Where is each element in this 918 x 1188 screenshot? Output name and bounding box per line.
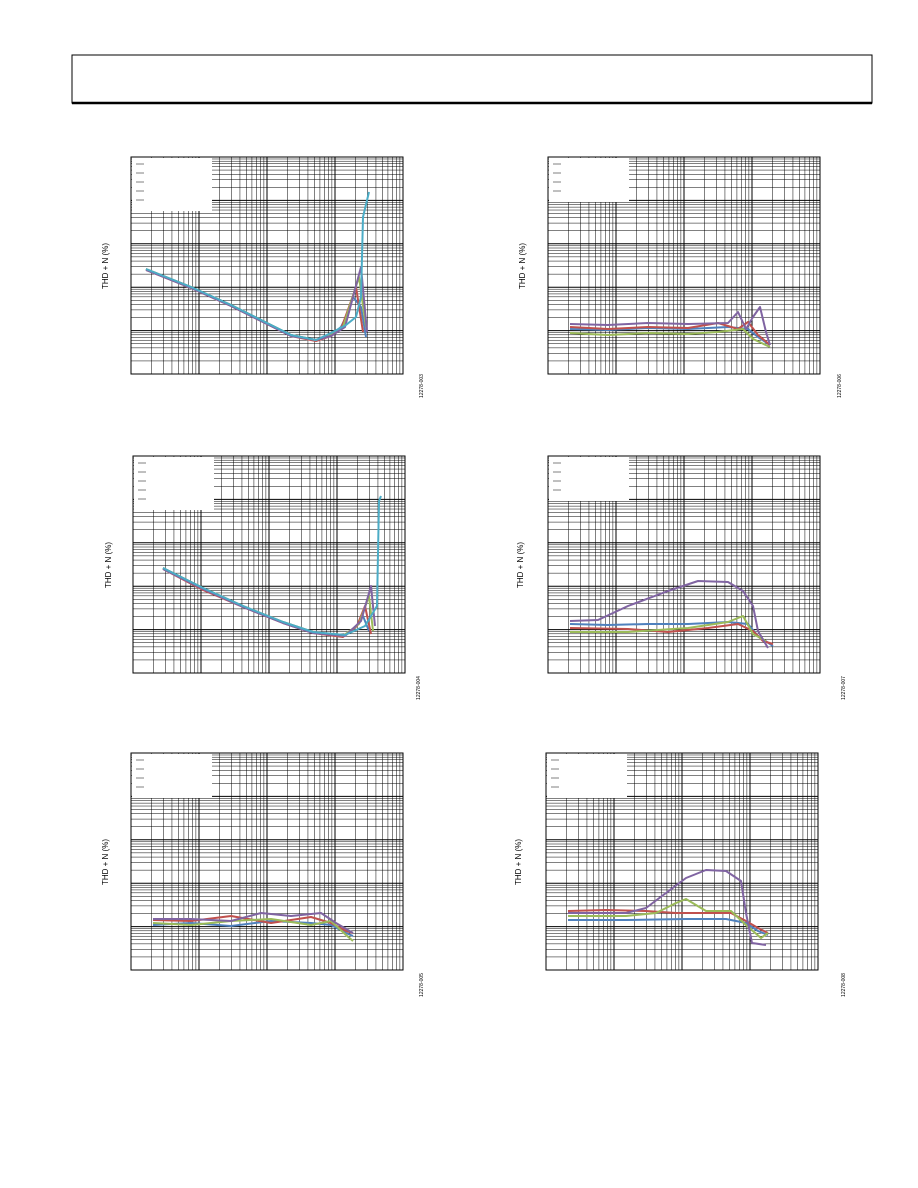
legend (547, 754, 627, 798)
grid (547, 455, 821, 674)
curve (568, 918, 769, 936)
legend-box (549, 457, 629, 501)
legend-box (549, 158, 629, 202)
curve (145, 191, 370, 341)
grid (547, 156, 821, 375)
legend (549, 457, 629, 501)
legend-box (132, 754, 212, 798)
curve (162, 495, 382, 636)
legend-box (134, 457, 214, 510)
figure-id: 12278-003 (419, 374, 425, 398)
figure-id: 12278-008 (841, 973, 847, 997)
chart-panel (132, 455, 406, 674)
legend (549, 158, 629, 202)
curve (153, 912, 354, 934)
y-axis-label: THD + N (%) (518, 243, 527, 289)
curve (570, 615, 767, 642)
grid (132, 455, 406, 674)
curve (152, 918, 354, 942)
legend (132, 754, 212, 798)
curve (569, 306, 771, 346)
plot-frame (130, 752, 404, 971)
curve (567, 909, 769, 934)
y-axis-label: THD + N (%) (101, 839, 110, 885)
figure-id: 12278-004 (416, 676, 422, 700)
chart-panel (545, 752, 819, 971)
y-axis-label: THD + N (%) (104, 542, 113, 588)
curve (568, 869, 767, 946)
chart-panel (547, 455, 821, 674)
curve (569, 580, 769, 649)
y-axis-label: THD + N (%) (516, 542, 525, 588)
figure-id: 12278-007 (841, 676, 847, 700)
legend (132, 158, 212, 211)
y-axis-label: THD + N (%) (514, 839, 523, 885)
chart-panel (130, 156, 404, 375)
legend-box (547, 754, 627, 798)
grid (545, 752, 819, 971)
chart-panel (130, 752, 404, 971)
plot-frame (132, 455, 406, 674)
legend (134, 457, 214, 510)
header-box (71, 54, 873, 104)
curve (568, 898, 769, 939)
plot-frame (547, 455, 821, 674)
grid (130, 752, 404, 971)
figure-id: 12278-006 (837, 374, 843, 398)
legend-box (132, 158, 212, 211)
chart-panel (547, 156, 821, 375)
plot-frame (545, 752, 819, 971)
curve (569, 328, 771, 348)
y-axis-label: THD + N (%) (101, 243, 110, 289)
plot-frame (130, 156, 404, 375)
plot-frame (547, 156, 821, 375)
figure-id: 12278-005 (419, 973, 425, 997)
